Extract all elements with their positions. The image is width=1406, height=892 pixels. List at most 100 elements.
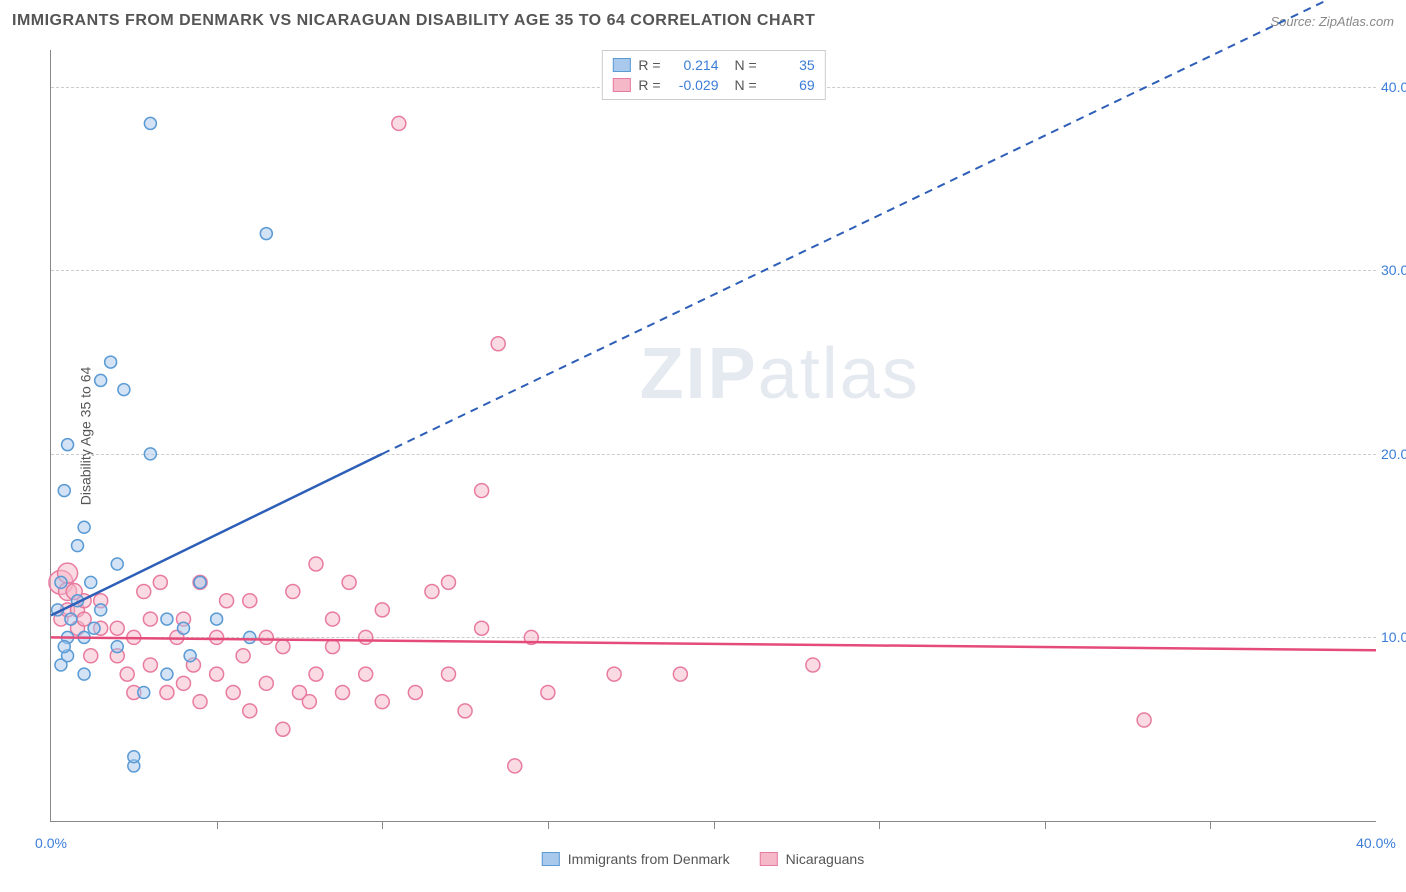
data-point <box>144 117 156 129</box>
legend-item: Nicaraguans <box>760 851 865 867</box>
data-point <box>236 649 250 663</box>
data-point <box>342 575 356 589</box>
data-point <box>243 594 257 608</box>
data-point <box>193 695 207 709</box>
data-point <box>184 650 196 662</box>
xtick-minor <box>217 821 218 829</box>
data-point <box>95 374 107 386</box>
data-point <box>326 612 340 626</box>
n-value: 69 <box>765 77 815 93</box>
plot-svg <box>51 50 1376 821</box>
data-point <box>144 448 156 460</box>
legend-swatch <box>612 58 630 72</box>
data-point <box>62 439 74 451</box>
data-point <box>65 613 77 625</box>
data-point <box>95 604 107 616</box>
data-point <box>1137 713 1151 727</box>
r-label: R = <box>638 57 660 73</box>
data-point <box>160 686 174 700</box>
xtick-minor <box>382 821 383 829</box>
xtick-label: 40.0% <box>1356 835 1396 851</box>
data-point <box>110 621 124 635</box>
n-value: 35 <box>765 57 815 73</box>
data-point <box>226 686 240 700</box>
data-point <box>392 116 406 130</box>
data-point <box>541 686 555 700</box>
data-point <box>259 676 273 690</box>
data-point <box>260 228 272 240</box>
data-point <box>475 484 489 498</box>
data-point <box>508 759 522 773</box>
data-point <box>442 667 456 681</box>
series-legend: Immigrants from Denmark Nicaraguans <box>542 851 864 867</box>
data-point <box>302 695 316 709</box>
data-point <box>491 337 505 351</box>
r-value: 0.214 <box>669 57 719 73</box>
legend-label: Immigrants from Denmark <box>568 851 730 867</box>
data-point <box>244 631 256 643</box>
xtick-minor <box>714 821 715 829</box>
legend-item: Immigrants from Denmark <box>542 851 730 867</box>
data-point <box>286 585 300 599</box>
chart-title: IMMIGRANTS FROM DENMARK VS NICARAGUAN DI… <box>12 12 815 30</box>
data-point <box>78 521 90 533</box>
data-point <box>177 676 191 690</box>
data-point <box>143 612 157 626</box>
legend-row: R =-0.029N =69 <box>612 75 814 95</box>
n-label: N = <box>735 77 757 93</box>
legend-swatch <box>612 78 630 92</box>
data-point <box>375 603 389 617</box>
regression-line <box>51 454 382 616</box>
data-point <box>137 585 151 599</box>
data-point <box>111 558 123 570</box>
n-label: N = <box>735 57 757 73</box>
data-point <box>138 687 150 699</box>
xtick-label: 0.0% <box>35 835 67 851</box>
data-point <box>78 668 90 680</box>
xtick-minor <box>1210 821 1211 829</box>
data-point <box>161 613 173 625</box>
legend-row: R = 0.214 N = 35 <box>612 55 814 75</box>
chart-area: Disability Age 35 to 64 ZIPatlas R =0.21… <box>50 50 1376 822</box>
data-point <box>309 557 323 571</box>
data-point <box>194 576 206 588</box>
data-point <box>326 640 340 654</box>
data-point <box>442 575 456 589</box>
source-label: Source: ZipAtlas.com <box>1270 14 1394 29</box>
data-point <box>408 686 422 700</box>
xtick-minor <box>548 821 549 829</box>
data-point <box>161 668 173 680</box>
data-point <box>143 658 157 672</box>
data-point <box>276 640 290 654</box>
data-point <box>210 667 224 681</box>
r-value: -0.029 <box>669 77 719 93</box>
legend-swatch <box>542 852 560 866</box>
data-point <box>58 485 70 497</box>
data-point <box>111 641 123 653</box>
legend-label: Nicaraguans <box>786 851 865 867</box>
data-point <box>806 658 820 672</box>
data-point <box>84 649 98 663</box>
data-point <box>55 576 67 588</box>
data-point <box>72 540 84 552</box>
ytick-label: 10.0% <box>1381 629 1406 645</box>
ytick-label: 40.0% <box>1381 79 1406 95</box>
correlation-legend: R = 0.214 N = 35R = -0.029 N = 69 <box>601 50 825 100</box>
ytick-label: 20.0% <box>1381 446 1406 462</box>
data-point <box>425 585 439 599</box>
data-point <box>336 686 350 700</box>
data-point <box>120 667 134 681</box>
data-point <box>475 621 489 635</box>
data-point <box>673 667 687 681</box>
data-point <box>309 667 323 681</box>
data-point <box>359 630 373 644</box>
data-point <box>607 667 621 681</box>
ytick-label: 30.0% <box>1381 262 1406 278</box>
chart-header: IMMIGRANTS FROM DENMARK VS NICARAGUAN DI… <box>12 12 1394 30</box>
data-point <box>458 704 472 718</box>
data-point <box>118 384 130 396</box>
data-point <box>85 576 97 588</box>
data-point <box>359 667 373 681</box>
data-point <box>259 630 273 644</box>
legend-swatch <box>760 852 778 866</box>
